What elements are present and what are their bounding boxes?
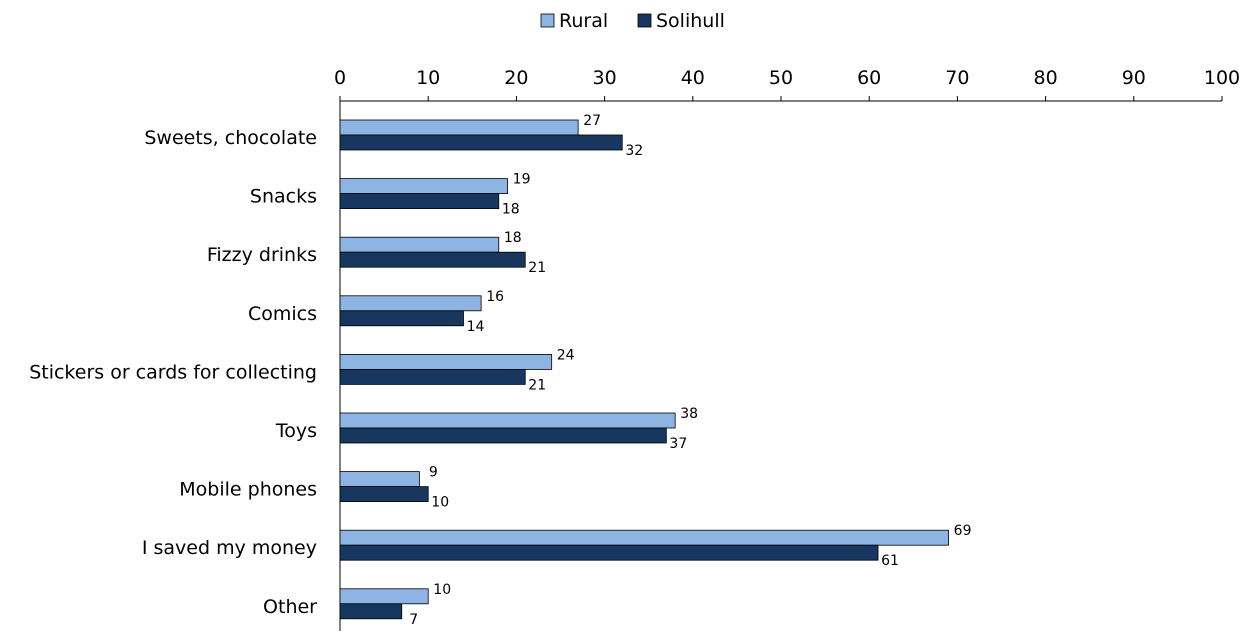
value-label-rural: 18: [504, 230, 522, 246]
x-tick-label: 30: [593, 67, 617, 89]
legend-swatch-solihull: [637, 13, 652, 28]
legend: Rural Solihull: [540, 10, 725, 32]
value-label-rural: 24: [557, 347, 575, 363]
category-labels: Sweets, chocolate Snacks Fizzy drinks Comic…: [29, 127, 317, 618]
value-label-rural: 27: [583, 113, 601, 129]
value-label-solihull: 21: [528, 377, 546, 393]
x-tick-label: 80: [1034, 67, 1058, 89]
value-label-solihull: 32: [625, 143, 643, 159]
legend-label-solihull: Solihull: [656, 10, 725, 32]
category-label: Toys: [275, 420, 317, 442]
bar-solihull: [339, 368, 526, 385]
value-label-solihull: 10: [431, 495, 449, 511]
bar-rural: [339, 588, 429, 605]
bar-solihull: [339, 193, 500, 210]
x-tick-label: 40: [681, 67, 705, 89]
x-tick-label: 100: [1204, 67, 1240, 89]
x-tick-label: 0: [334, 67, 346, 89]
bar-rural: [339, 295, 482, 312]
value-label-rural: 9: [429, 465, 438, 481]
value-label-rural: 10: [433, 582, 451, 598]
bar-rural: [339, 178, 508, 195]
x-tick-label: 50: [769, 67, 793, 89]
bar-solihull: [339, 603, 403, 620]
value-label-solihull: 37: [669, 436, 687, 452]
x-tick-label: 70: [945, 67, 969, 89]
legend-swatch-rural: [540, 13, 555, 28]
category-label: Comics: [248, 303, 317, 325]
bar-solihull: [339, 251, 526, 268]
x-tick-label: 20: [504, 67, 528, 89]
bar-rural: [339, 119, 579, 136]
bar-solihull: [339, 427, 667, 444]
value-label-solihull: 18: [502, 202, 520, 218]
x-tick-label: 60: [857, 67, 881, 89]
bar-solihull: [339, 486, 429, 503]
category-label: Sweets, chocolate: [144, 127, 317, 149]
value-label-rural: 16: [486, 289, 504, 305]
value-label-solihull: 7: [409, 612, 418, 628]
category-label: Stickers or cards for collecting: [29, 361, 317, 383]
bar-rural: [339, 236, 500, 253]
bar-solihull: [339, 544, 879, 561]
category-label: Fizzy drinks: [207, 244, 317, 266]
bar-rural: [339, 412, 676, 429]
bar-rural: [339, 471, 420, 488]
value-label-rural: 38: [680, 406, 698, 422]
legend-label-rural: Rural: [559, 10, 608, 32]
value-label-solihull: 61: [881, 553, 899, 569]
bar-rural: [339, 529, 949, 546]
x-tick-label: 90: [1122, 67, 1146, 89]
category-label: I saved my money: [142, 537, 317, 559]
bar-solihull: [339, 310, 464, 327]
bar-solihull: [339, 134, 623, 151]
value-label-rural: 69: [954, 523, 972, 539]
category-label: Mobile phones: [179, 479, 317, 501]
value-label-solihull: 14: [467, 319, 485, 335]
category-label: Other: [263, 596, 317, 618]
value-label-solihull: 21: [528, 260, 546, 276]
value-label-rural: 19: [513, 172, 531, 188]
bar-rural: [339, 353, 553, 370]
category-label: Snacks: [250, 186, 317, 208]
x-tick-label: 10: [416, 67, 440, 89]
